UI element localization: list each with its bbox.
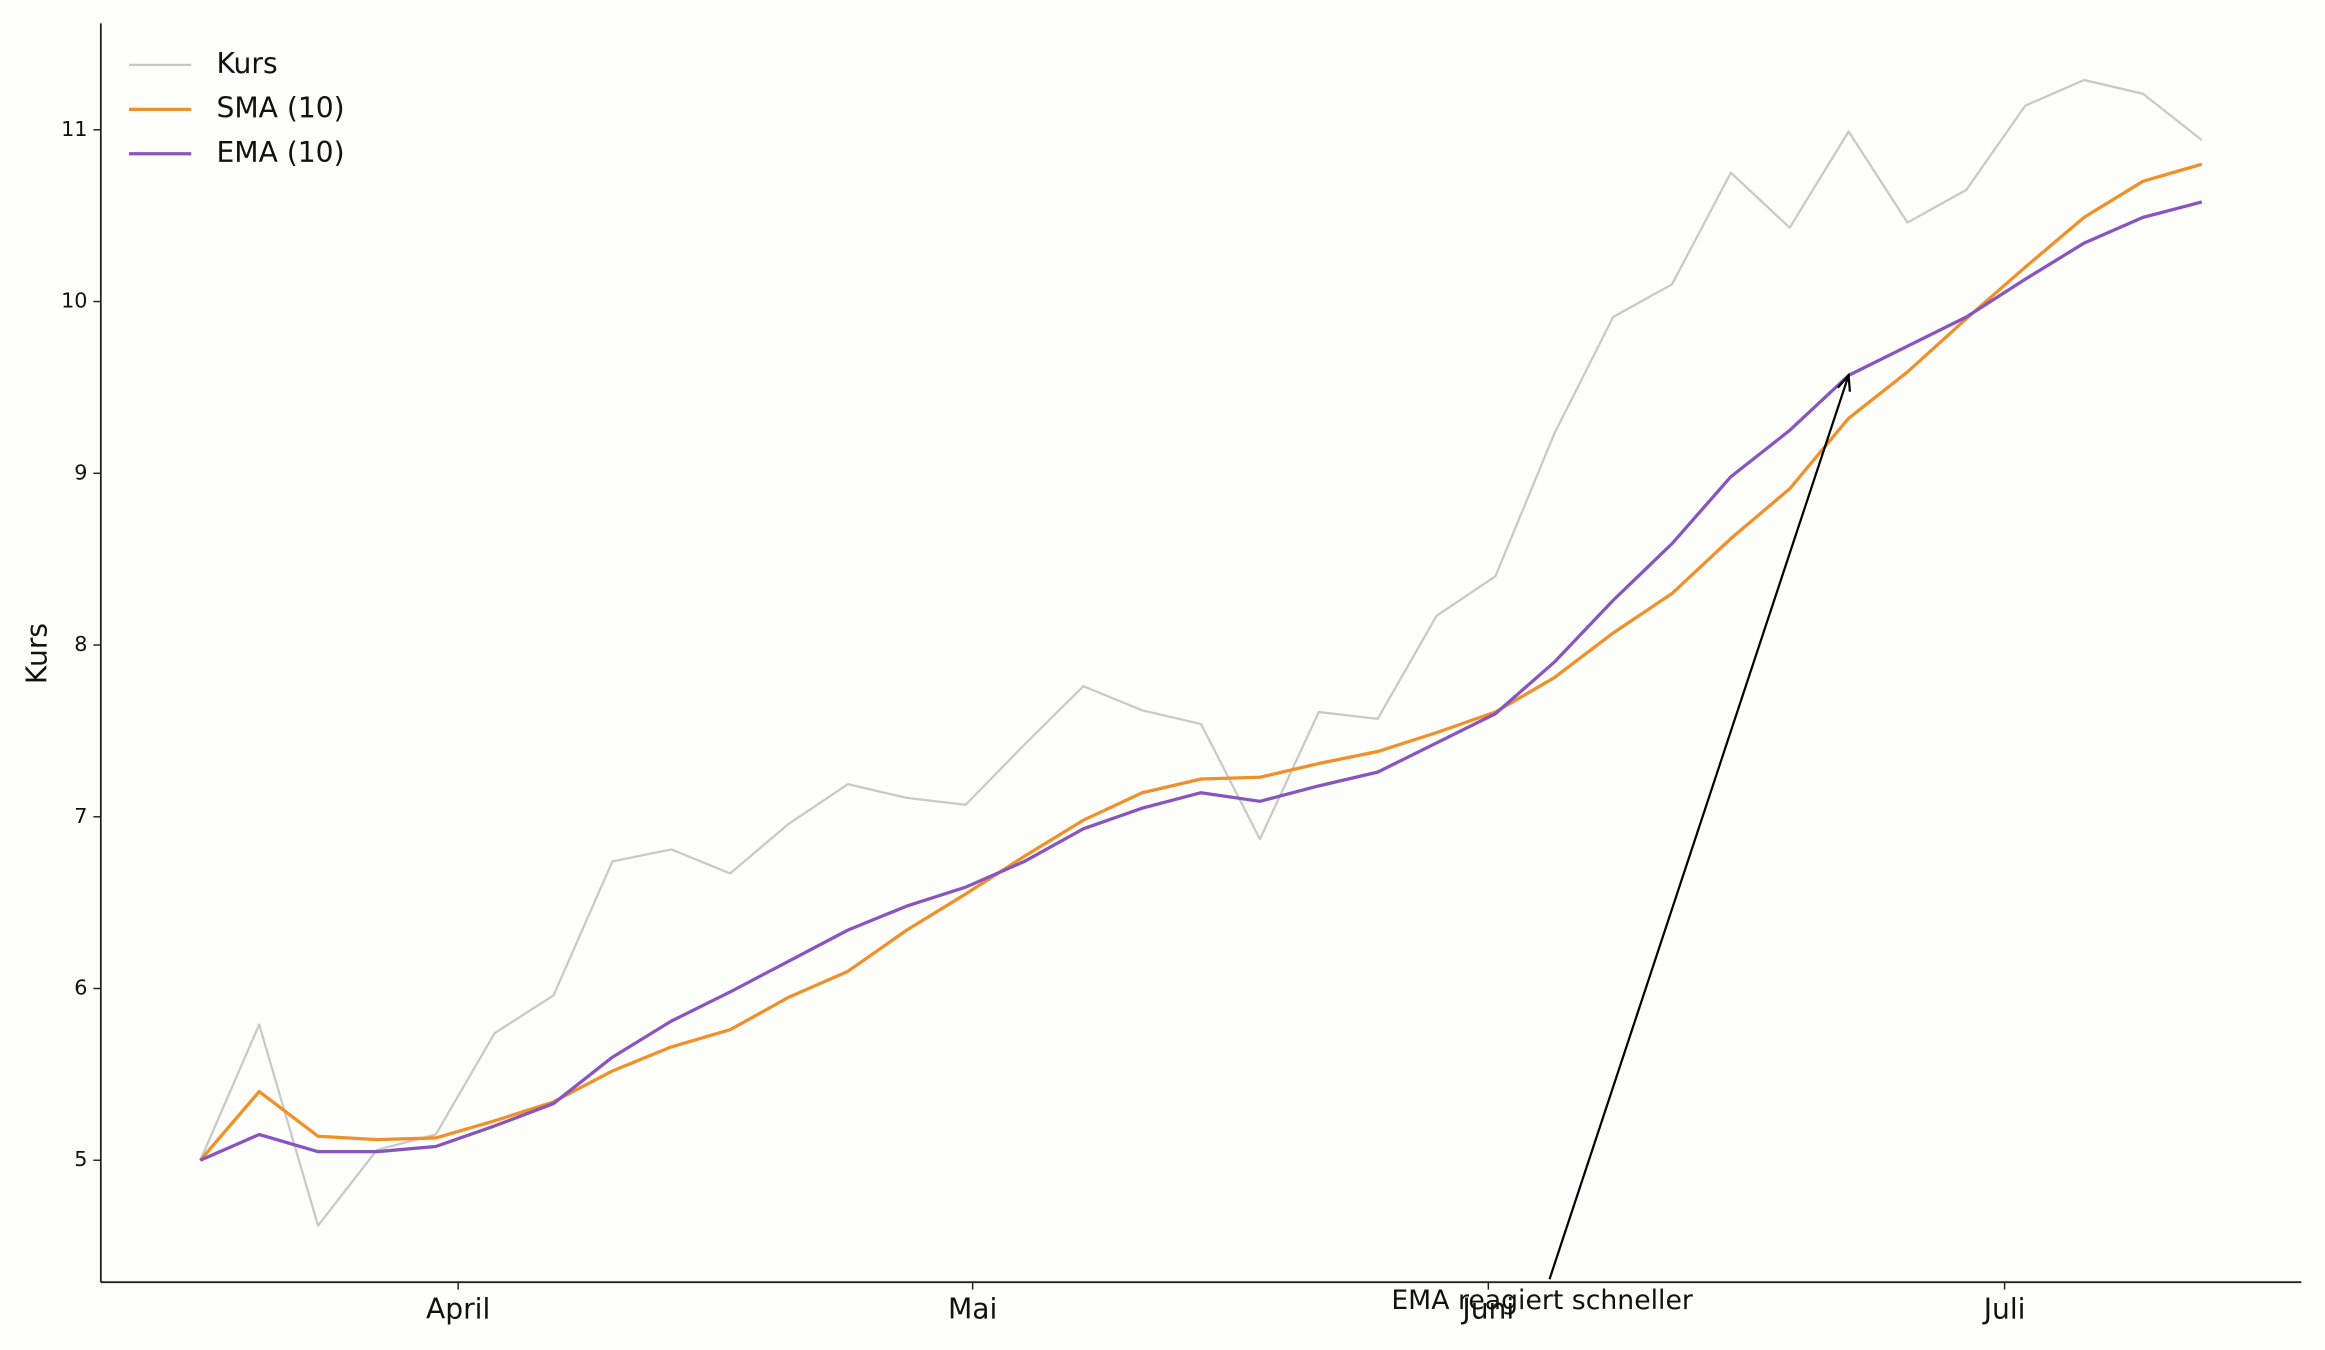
series-line (199, 78, 2203, 1227)
x-tick-label: Juli (1982, 1292, 2026, 1325)
annotation-arrow (1548, 375, 1850, 1280)
x-tick-label: April (426, 1292, 490, 1325)
legend-label: SMA (10) (216, 91, 344, 124)
x-tick-label: Mai (948, 1292, 997, 1325)
y-tick-label: 10 (61, 289, 87, 313)
series-line (199, 162, 2203, 1162)
series-line (199, 200, 2203, 1162)
annotation-text: EMA reagiert schneller (1391, 1285, 1693, 1316)
y-tick-label: 5 (74, 1147, 87, 1171)
y-axis-label: Kurs (21, 623, 54, 684)
y-tick-label: 11 (61, 117, 87, 141)
legend-label: Kurs (216, 47, 277, 80)
y-tick-label: 9 (74, 460, 87, 484)
x-tick-label: Juni (1460, 1292, 1514, 1325)
y-tick-label: 6 (74, 976, 87, 1000)
annotation-arrowhead (1836, 372, 1852, 392)
y-tick-label: 8 (74, 632, 87, 656)
y-tick-label: 7 (74, 804, 87, 828)
legend-label: EMA (10) (216, 136, 344, 169)
